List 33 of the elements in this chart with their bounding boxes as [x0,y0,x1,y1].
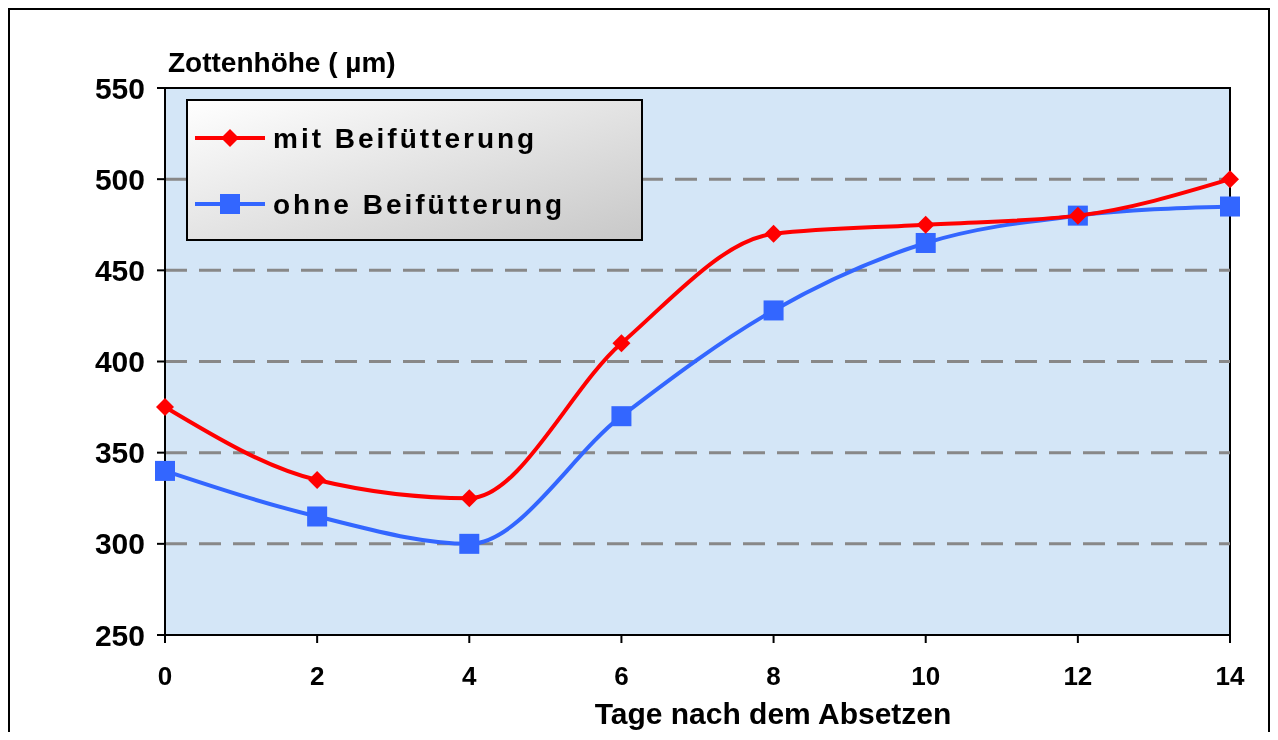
point [308,471,327,490]
point [611,406,632,427]
legend-label: mit Beifütterung [273,122,538,154]
point [764,224,783,243]
y-axis-title: Zottenhöhe ( µm) [168,47,396,78]
x-tick-label: 14 [1215,661,1245,691]
y-tick-label: 500 [94,162,145,196]
y-tick-label: 300 [94,527,145,561]
y-tick-label: 450 [94,253,145,287]
y-tick-label: 400 [94,345,145,378]
point [612,334,631,353]
point [1220,196,1240,217]
point [1221,170,1239,189]
y-tick-label: 250 [94,618,145,652]
x-tick-label: 12 [1063,661,1093,691]
x-tick-label: 10 [911,661,941,691]
legend-label: ohne Beifütterung [273,188,566,220]
point [916,215,935,234]
point [155,460,175,481]
x-tick-label: 6 [614,661,629,691]
x-tick-label: 4 [462,661,478,691]
point [915,232,936,253]
x-tick-label: 8 [766,661,781,691]
y-tick-label: 350 [94,436,145,470]
point [307,506,328,527]
point [459,533,480,554]
y-tick-label: 550 [94,71,145,105]
point [460,489,479,508]
point [763,300,784,321]
x-axis-title: Tage nach dem Absetzen [594,697,952,730]
x-tick-label: 2 [309,661,325,691]
point [156,398,174,417]
x-tick-label: 0 [157,661,173,691]
